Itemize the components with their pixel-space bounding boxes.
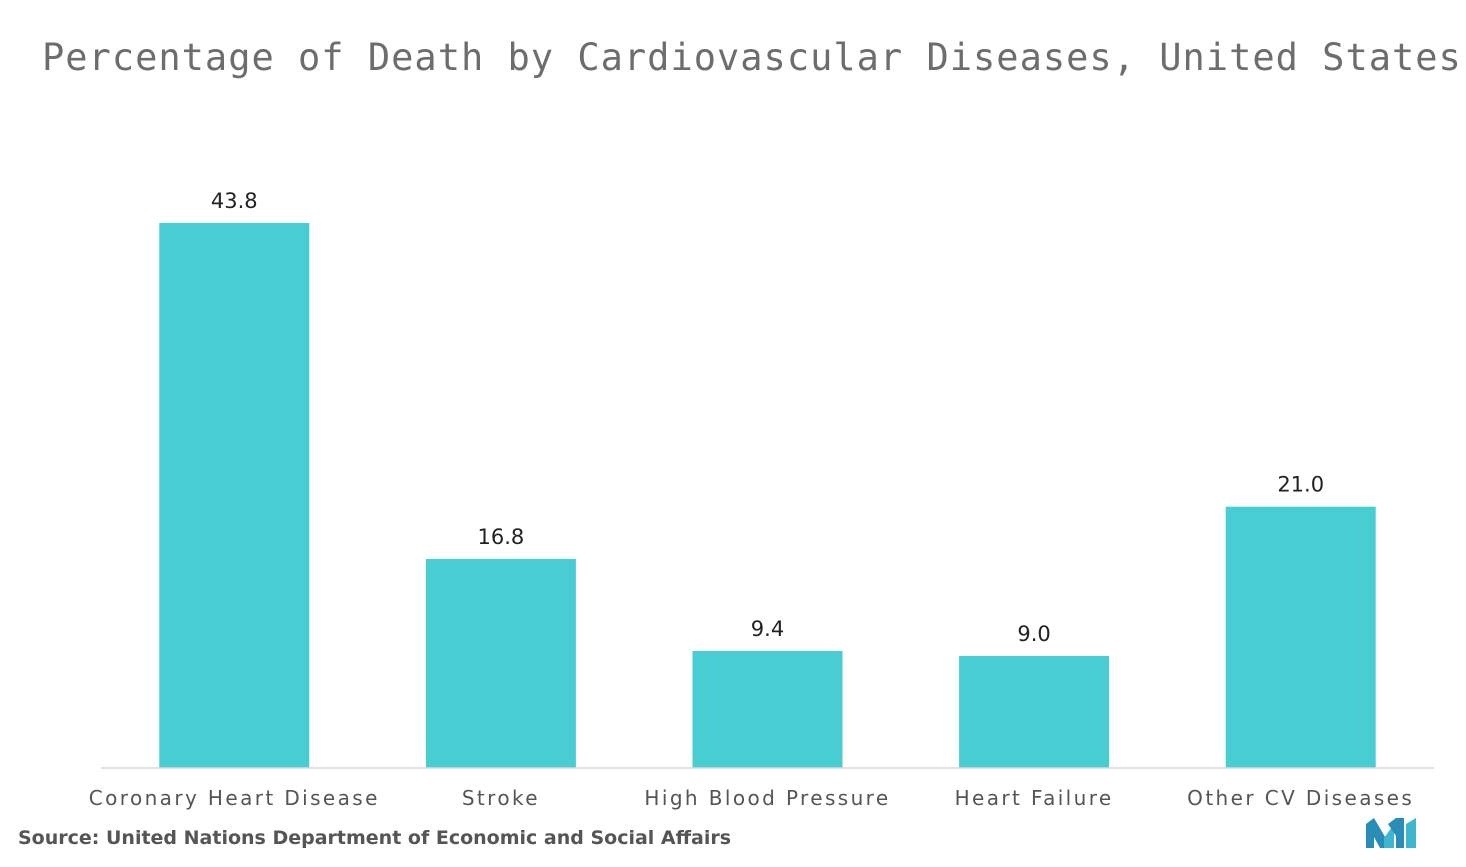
source-note: Source: United Nations Department of Eco… (18, 827, 731, 849)
value-label-2: 9.4 (751, 617, 784, 641)
logo-tail-shape (1406, 818, 1416, 848)
logo-mid-shape (1384, 824, 1394, 848)
value-labels-layer: 43.8 16.8 9.4 9.0 21.0 (211, 189, 1324, 646)
logo-right-shape (1388, 818, 1404, 848)
brand-logo (1366, 818, 1416, 848)
category-labels-layer: Coronary Heart Disease Stroke High Blood P… (89, 786, 1414, 810)
value-label-4: 21.0 (1277, 473, 1324, 497)
bar-3 (959, 656, 1110, 768)
value-label-0: 43.8 (211, 189, 258, 213)
chart-title: Percentage of Death by Cardiovascular Di… (42, 36, 1466, 79)
category-label-3: Heart Failure (955, 786, 1114, 810)
bar-4 (1225, 506, 1376, 768)
bar-1 (425, 559, 576, 768)
category-label-1: Stroke (462, 786, 540, 810)
logo-left-shape (1366, 818, 1388, 848)
value-label-3: 9.0 (1017, 622, 1050, 646)
bars-layer (159, 223, 1376, 768)
category-label-0: Coronary Heart Disease (89, 786, 380, 810)
bar-2 (692, 651, 843, 768)
category-label-4: Other CV Diseases (1187, 786, 1414, 810)
value-label-1: 16.8 (478, 525, 525, 549)
category-label-2: High Blood Pressure (644, 786, 890, 810)
bar-0 (159, 223, 310, 768)
